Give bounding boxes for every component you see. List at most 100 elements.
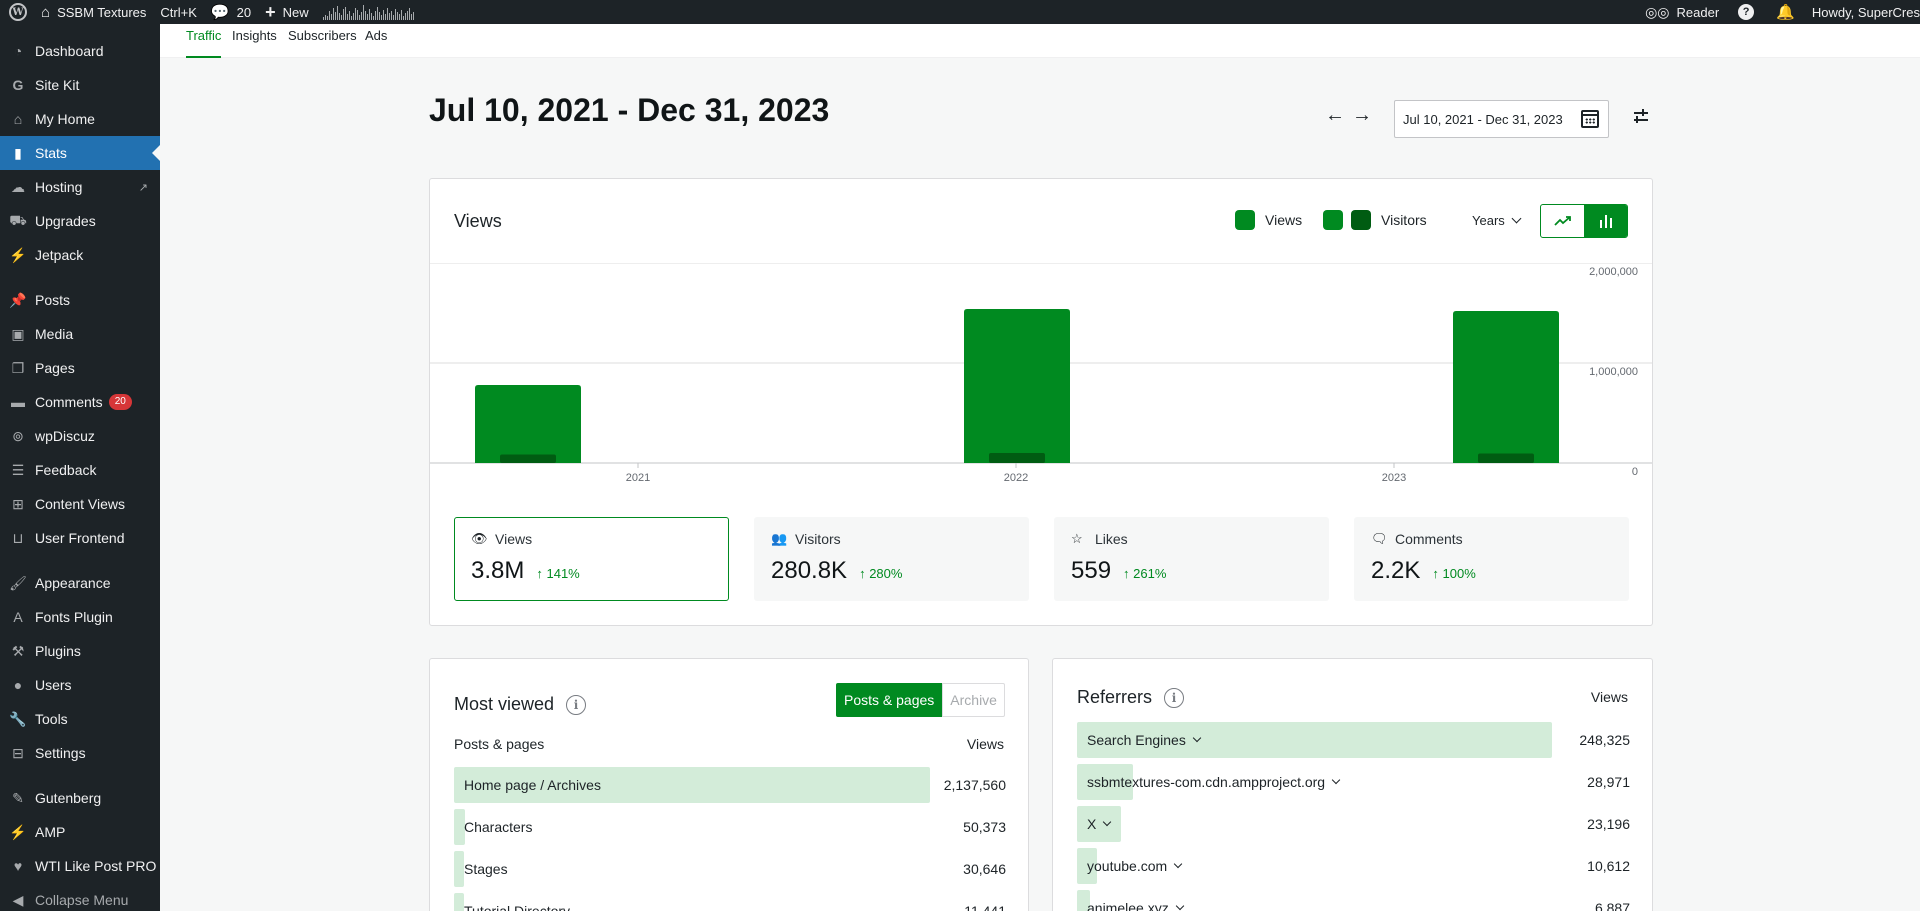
row-share-bar xyxy=(454,893,464,911)
sidebar-item-pages[interactable]: ❐ Pages xyxy=(0,351,160,385)
sidebar-item-hosting[interactable]: ☁ Hosting ↗ xyxy=(0,170,160,204)
chevron-down-icon xyxy=(1511,213,1522,224)
sidebar-item-wti-like-post[interactable]: ♥ WTI Like Post PRO xyxy=(0,849,160,883)
new-content-button[interactable]: + New xyxy=(258,0,316,24)
account-menu[interactable]: Howdy, SuperCres xyxy=(1805,0,1920,24)
archive-tab[interactable]: Archive xyxy=(942,683,1005,717)
menu-separator xyxy=(0,555,160,566)
views-bar xyxy=(964,309,1070,463)
settings-icon: ⊟ xyxy=(12,744,24,761)
previous-period-button[interactable]: ← xyxy=(1325,104,1345,126)
sparkline-bar xyxy=(398,14,400,20)
sidebar-item-amp[interactable]: ⚡ AMP xyxy=(0,815,160,849)
sidebar-item-dashboard[interactable]: ◔ Dashboard xyxy=(0,34,160,68)
sidebar-item-tools[interactable]: 🔧 Tools xyxy=(0,702,160,736)
plugin-icon: ⚒ xyxy=(11,642,25,659)
row-share-bar xyxy=(1077,890,1091,911)
stat-tile-comments[interactable]: 🗨 Comments 2.2K ↑ 100% xyxy=(1354,517,1629,601)
sidebar-item-settings[interactable]: ⊟ Settings xyxy=(0,736,160,770)
stat-label: Views xyxy=(495,531,533,547)
sidebar-item-my-home[interactable]: ⌂ My Home xyxy=(0,102,160,136)
stat-tile-visitors[interactable]: 👥 Visitors 280.8K ↑ 280% xyxy=(754,517,1029,601)
comments-link[interactable]: 💬 20 xyxy=(204,0,258,24)
tab-insights[interactable]: Insights xyxy=(232,28,277,43)
command-palette-button[interactable]: Ctrl+K xyxy=(153,0,203,24)
sidebar-item-media[interactable]: ▣ Media xyxy=(0,317,160,351)
sidebar-item-content-views[interactable]: ⊞ Content Views xyxy=(0,487,160,521)
chevron-down-icon[interactable] xyxy=(1192,733,1202,743)
list-item[interactable]: Search Engines 248,325 xyxy=(1077,722,1630,758)
list-item[interactable]: Home page / Archives 2,137,560 xyxy=(454,767,1006,803)
collapse-menu-button[interactable]: ◀ Collapse Menu xyxy=(0,883,160,911)
chevron-down-icon[interactable] xyxy=(1173,859,1183,869)
help-button[interactable]: ? xyxy=(1726,0,1766,24)
sparkline-bar xyxy=(410,14,412,20)
sidebar-item-label: Hosting xyxy=(35,179,83,195)
list-item[interactable]: ssbmtextures-com.cdn.ampproject.org 28,97… xyxy=(1077,764,1630,800)
feedback-icon: ☰ xyxy=(11,461,25,478)
info-icon[interactable]: i xyxy=(566,694,587,715)
sidebar-item-user-frontend[interactable]: ⊔ User Frontend xyxy=(0,521,160,555)
wordpress-logo-button[interactable]: W xyxy=(0,0,34,24)
notifications-button[interactable]: 🔔 xyxy=(1766,0,1805,24)
sparkline-bar xyxy=(406,11,408,20)
chevron-down-icon[interactable] xyxy=(1103,817,1112,827)
sidebar-item-comments[interactable]: ▬ Comments 20 xyxy=(0,385,160,419)
list-item[interactable]: Tutorial Directory 11,441 xyxy=(454,893,1006,911)
legend-views[interactable]: Views xyxy=(1235,210,1302,230)
chevron-down-icon[interactable] xyxy=(1331,775,1341,785)
sidebar-item-appearance[interactable]: 🖌 Appearance xyxy=(0,566,160,600)
row-views: 50,373 xyxy=(963,819,1006,835)
sidebar-item-wpdiscuz[interactable]: ⊚ wpDiscuz xyxy=(0,419,160,453)
collapse-icon: ◀ xyxy=(12,891,24,908)
site-name-link[interactable]: ⌂ SSBM Textures xyxy=(34,0,153,24)
page-scrollbar[interactable] xyxy=(1914,24,1920,911)
filter-settings-icon[interactable] xyxy=(1632,108,1650,126)
wordpress-icon: W xyxy=(9,3,27,21)
list-item[interactable]: Characters 50,373 xyxy=(454,809,1006,845)
stat-tile-views[interactable]: 👁 Views 3.8M ↑ 141% xyxy=(454,517,729,601)
sidebar-item-label: Users xyxy=(35,677,72,693)
sidebar-item-users[interactable]: ● Users xyxy=(0,668,160,702)
stat-tile-likes[interactable]: ☆ Likes 559 ↑ 261% xyxy=(1054,517,1329,601)
sidebar-item-jetpack[interactable]: ⚡ Jetpack xyxy=(0,238,160,272)
referrers-heading: Referrers i xyxy=(1077,687,1185,708)
chevron-down-icon[interactable] xyxy=(1175,901,1184,911)
next-period-button[interactable]: → xyxy=(1352,104,1372,126)
sidebar-item-site-kit[interactable]: G Site Kit xyxy=(0,68,160,102)
line-chart-button[interactable] xyxy=(1541,205,1584,237)
row-views: 10,612 xyxy=(1587,858,1630,874)
sparkline-bar xyxy=(340,15,342,20)
tab-traffic[interactable]: Traffic xyxy=(186,24,222,58)
sidebar-item-stats[interactable]: ▮ Stats xyxy=(0,136,160,170)
referrers-card: Referrers i Views Search Engines 248,325 s… xyxy=(1052,658,1653,911)
posts-pages-tab[interactable]: Posts & pages xyxy=(836,683,943,717)
bar-chart-button[interactable] xyxy=(1584,205,1627,237)
list-item[interactable]: X 23,196 xyxy=(1077,806,1630,842)
list-item[interactable]: Stages 30,646 xyxy=(454,851,1006,887)
sparkline-bar xyxy=(370,13,372,20)
period-label: Years xyxy=(1472,213,1505,228)
sidebar-item-label: Comments xyxy=(35,394,103,410)
sidebar-item-fonts-plugin[interactable]: A Fonts Plugin xyxy=(0,600,160,634)
list-item[interactable]: youtube.com 10,612 xyxy=(1077,848,1630,884)
sidebar-item-gutenberg[interactable]: ✎ Gutenberg xyxy=(0,781,160,815)
reader-link[interactable]: ◎◎ Reader xyxy=(1638,0,1726,24)
stats-sparkline-link[interactable] xyxy=(316,0,426,24)
row-label-text: animelee.xyz xyxy=(1087,900,1169,911)
views-chart-card: Views Views Visitors Years 2,000,000 1,00… xyxy=(429,178,1653,626)
info-icon[interactable]: i xyxy=(1164,687,1185,708)
sparkline-bar xyxy=(380,15,382,20)
sidebar-item-upgrades[interactable]: ⛟ Upgrades xyxy=(0,204,160,238)
sidebar-item-posts[interactable]: 📌 Posts xyxy=(0,283,160,317)
date-range-picker[interactable]: Jul 10, 2021 - Dec 31, 2023 xyxy=(1394,100,1609,138)
column-header-views: Views xyxy=(1590,689,1628,705)
tab-subscribers[interactable]: Subscribers xyxy=(288,28,357,43)
period-select[interactable]: Years xyxy=(1472,213,1522,228)
cloud-icon: ☁ xyxy=(11,178,25,195)
sidebar-item-feedback[interactable]: ☰ Feedback xyxy=(0,453,160,487)
list-item[interactable]: animelee.xyz 6,887 xyxy=(1077,890,1630,911)
legend-visitors[interactable]: Visitors xyxy=(1323,210,1427,230)
tab-ads[interactable]: Ads xyxy=(365,28,388,43)
sidebar-item-plugins[interactable]: ⚒ Plugins xyxy=(0,634,160,668)
